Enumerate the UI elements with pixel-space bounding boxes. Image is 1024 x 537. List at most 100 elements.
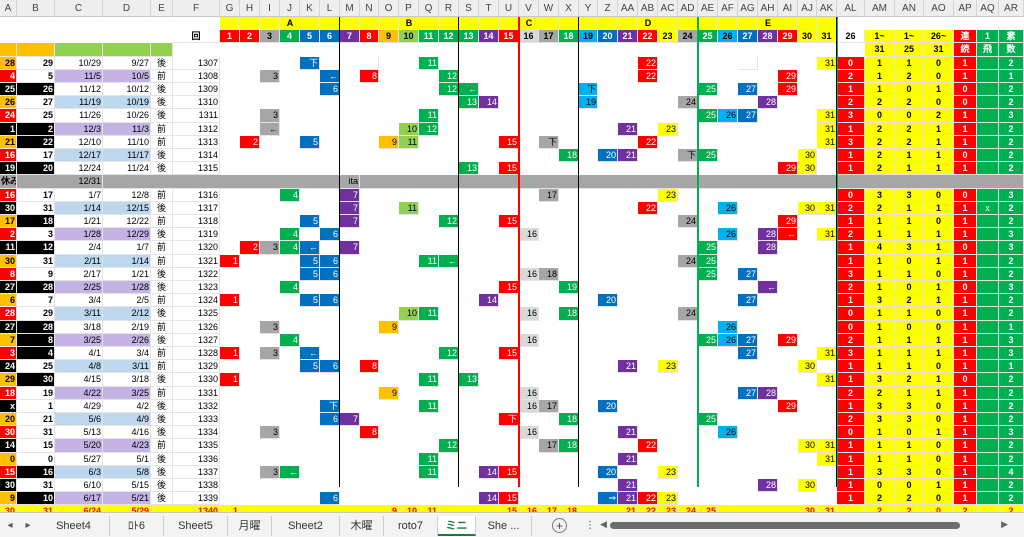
spreadsheet-grid[interactable]: A B C D E F G H I J K L M N O P Q R S T U V W X Y Z AA AB AC AD AE AF AG… xyxy=(0,0,1024,512)
grid-cell-aj: 30 xyxy=(798,505,817,512)
grid-cell-al: 1 xyxy=(837,254,865,268)
grid-cell-d: 11/10 xyxy=(103,135,151,149)
column-header-ac[interactable]: AC xyxy=(658,0,678,17)
grid-cell-g: 1 xyxy=(220,373,240,387)
column-header-f[interactable]: F xyxy=(173,0,220,17)
column-header-n[interactable]: N xyxy=(360,0,379,17)
column-header-s[interactable]: S xyxy=(459,0,479,17)
grid-cell-i: 3 xyxy=(260,109,280,123)
group-band xyxy=(419,17,439,31)
column-header-al[interactable]: AL xyxy=(837,0,865,17)
grid-cell-a: 28 xyxy=(0,56,17,70)
column-header-u[interactable]: U xyxy=(499,0,519,17)
group-band xyxy=(479,17,499,31)
column-header-ae[interactable]: AE xyxy=(698,0,718,17)
tab-4[interactable]: 月曜 xyxy=(228,516,272,536)
column-header-ag[interactable]: AG xyxy=(738,0,758,17)
column-header-aq[interactable]: AQ xyxy=(977,0,999,17)
column-header-i[interactable]: I xyxy=(260,0,280,17)
column-header-h[interactable]: H xyxy=(240,0,260,17)
tab-3[interactable]: Sheet5 xyxy=(164,516,228,536)
arrow-left-icon: ← xyxy=(300,241,320,255)
grid-cell-a: 18 xyxy=(0,386,17,400)
grid-cell-f: 1328 xyxy=(173,347,220,361)
grid-cell-d: 4/2 xyxy=(103,399,151,413)
grid-cell-t: 14 xyxy=(479,96,499,110)
column-header-k[interactable]: K xyxy=(300,0,320,17)
grid-cell-c: 2/25 xyxy=(55,281,103,295)
column-header-y[interactable]: Y xyxy=(579,0,598,17)
grid-cell-an: 1 xyxy=(895,201,924,215)
tab-prev-button[interactable]: ◂ xyxy=(7,520,13,531)
more-options-icon[interactable]: ⋮ xyxy=(585,520,595,531)
column-header-x[interactable]: X xyxy=(559,0,579,17)
header-fill-d xyxy=(103,43,151,57)
holiday-row xyxy=(0,175,1024,189)
column-header-z[interactable]: Z xyxy=(598,0,618,17)
column-header-t[interactable]: T xyxy=(479,0,499,17)
grid-cell-al: 0 xyxy=(837,307,865,321)
tab-9[interactable]: She ... xyxy=(476,516,532,536)
scrollbar-thumb[interactable] xyxy=(610,522,960,529)
column-header-ao[interactable]: AO xyxy=(924,0,954,17)
column-header-ak[interactable]: AK xyxy=(817,0,837,17)
grid-cell-ao: 1 xyxy=(924,241,954,255)
tab-8[interactable]: ミニ xyxy=(438,516,476,536)
tab-5[interactable]: Sheet2 xyxy=(272,516,340,536)
tab-1[interactable]: Sheet4 xyxy=(38,516,110,536)
column-header-j[interactable]: J xyxy=(280,0,300,17)
column-divider xyxy=(836,17,837,487)
header-cell-s: 13 xyxy=(459,30,479,44)
grid-cell-e: 前 xyxy=(151,386,173,400)
grid-cell-i: 3 xyxy=(260,241,280,255)
tab-7[interactable]: roto7 xyxy=(384,516,438,536)
grid-cell-ar: 3 xyxy=(999,109,1024,123)
grid-cell-al: 2 xyxy=(837,413,865,427)
horizontal-scrollbar[interactable]: ◀ ▶ xyxy=(600,519,1008,531)
column-header-l[interactable]: L xyxy=(320,0,340,17)
tab-next-button[interactable]: ▸ xyxy=(25,520,31,531)
column-header-m[interactable]: M xyxy=(340,0,360,17)
column-header-am[interactable]: AM xyxy=(865,0,895,17)
add-sheet-button[interactable]: + xyxy=(552,518,567,533)
grid-cell-t: 14 xyxy=(479,492,499,506)
tab-2[interactable]: ﾛﾄ6 xyxy=(110,516,164,536)
column-header-af[interactable]: AF xyxy=(718,0,738,17)
column-header-w[interactable]: W xyxy=(539,0,559,17)
grid-cell-u: 15 xyxy=(499,505,519,512)
grid-cell-ao: 0 xyxy=(924,320,954,334)
tab-6[interactable]: 木曜 xyxy=(340,516,384,536)
column-header-q[interactable]: Q xyxy=(419,0,439,17)
column-header-ai[interactable]: AI xyxy=(778,0,798,17)
grid-cell-b: 31 xyxy=(17,254,55,268)
scroll-left-icon[interactable]: ◀ xyxy=(600,519,607,529)
column-header-e[interactable]: E xyxy=(151,0,173,17)
grid-cell-c: 11/5 xyxy=(55,69,103,83)
column-header-c[interactable]: C xyxy=(55,0,103,17)
column-header-r[interactable]: R xyxy=(439,0,459,17)
column-header-ah[interactable]: AH xyxy=(758,0,778,17)
column-header-aj[interactable]: AJ xyxy=(798,0,817,17)
column-header-an[interactable]: AN xyxy=(895,0,924,17)
column-header-ab[interactable]: AB xyxy=(638,0,658,17)
cell-aq xyxy=(977,373,999,387)
column-header-ad[interactable]: AD xyxy=(678,0,698,17)
column-header-ap[interactable]: AP xyxy=(954,0,977,17)
column-header-ar[interactable]: AR xyxy=(999,0,1024,17)
grid-cell-l: 6 xyxy=(320,83,340,97)
grid-cell-f: 1327 xyxy=(173,333,220,347)
column-header-p[interactable]: P xyxy=(399,0,419,17)
scroll-right-icon[interactable]: ▶ xyxy=(1001,519,1008,529)
column-header-v[interactable]: V xyxy=(519,0,539,17)
column-header-o[interactable]: O xyxy=(379,0,399,17)
column-header-d[interactable]: D xyxy=(103,0,151,17)
column-header-aa[interactable]: AA xyxy=(618,0,638,17)
grid-cell-e: 前 xyxy=(151,347,173,361)
grid-cell-aa: 21 xyxy=(618,360,638,374)
grid-cell-h: 2 xyxy=(240,241,260,255)
grid-cell-e: 後 xyxy=(151,479,173,493)
column-header-a[interactable]: A xyxy=(0,0,17,17)
column-header-g[interactable]: G xyxy=(220,0,240,17)
header-cell-w: 17 xyxy=(539,30,559,44)
column-header-b[interactable]: B xyxy=(17,0,55,17)
